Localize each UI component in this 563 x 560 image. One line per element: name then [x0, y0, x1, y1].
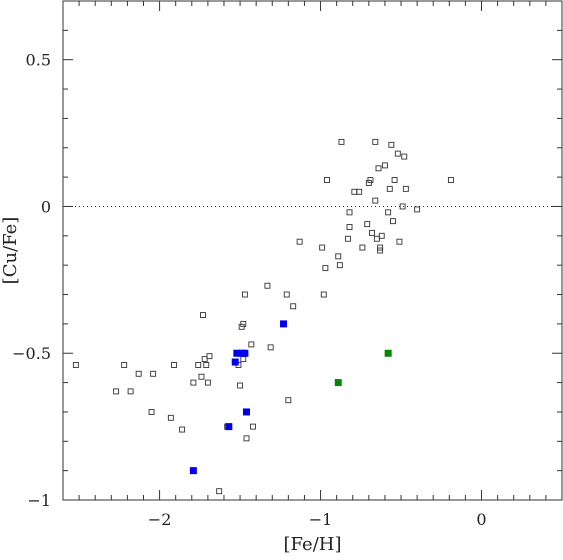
x-tick-label: −2 — [148, 510, 172, 529]
y-tick-label: −0.5 — [12, 344, 51, 363]
y-tick-label: −1 — [27, 491, 51, 510]
data-points — [72, 138, 454, 495]
data-point-open — [150, 370, 157, 377]
data-point-open — [240, 356, 247, 363]
data-point-open — [335, 253, 342, 260]
data-point-open — [356, 188, 363, 195]
x-tick-label: −1 — [309, 510, 333, 529]
y-tick-label: 0.5 — [26, 51, 51, 70]
x-axis-label: [Fe/H] — [284, 534, 342, 555]
data-point-filled-series-1 — [241, 349, 249, 357]
axis-ticks — [62, 0, 563, 501]
data-point-open — [179, 426, 186, 433]
plot-border — [62, 0, 563, 501]
data-point-open — [375, 165, 382, 172]
data-point-open — [324, 177, 330, 184]
data-point-open — [351, 188, 358, 195]
data-point-open — [447, 177, 454, 184]
data-point-open — [367, 177, 374, 184]
data-point-open — [377, 244, 384, 251]
y-tick-label: 0 — [41, 197, 51, 216]
data-point-open — [148, 408, 155, 415]
data-point-open — [264, 282, 271, 289]
data-point-open — [285, 397, 292, 404]
data-point-open — [243, 435, 250, 442]
data-point-open — [135, 370, 142, 377]
data-point-open — [171, 362, 178, 368]
data-point-open — [381, 162, 388, 169]
data-point-open — [319, 244, 326, 251]
data-point-open — [346, 224, 353, 230]
data-point-open — [195, 362, 202, 368]
data-point-open — [283, 291, 290, 298]
data-point-filled-series-1 — [243, 408, 250, 416]
axis-tick-labels: −2 −1 0 −1 −0.5 0 0.5 — [12, 51, 486, 529]
data-point-open — [198, 373, 205, 380]
data-point-open — [206, 353, 213, 360]
data-point-open — [336, 262, 343, 269]
x-tick-label: 0 — [476, 510, 486, 529]
data-point-open — [385, 209, 392, 216]
data-point-open — [372, 138, 379, 145]
data-point-open — [414, 206, 421, 213]
data-point-open — [396, 238, 403, 245]
data-point-open — [201, 356, 208, 363]
data-point-open — [216, 488, 223, 495]
data-point-open — [127, 388, 134, 395]
data-point-open — [290, 303, 297, 310]
data-point-filled-series-1 — [189, 467, 197, 475]
data-point-open — [320, 291, 327, 298]
data-point-open — [391, 177, 398, 184]
data-point-open — [296, 238, 303, 245]
data-point-open — [372, 197, 379, 204]
data-point-open — [344, 235, 351, 242]
data-point-open — [399, 203, 406, 210]
data-point-open — [369, 229, 376, 236]
data-point-open — [237, 382, 244, 389]
data-point-open — [167, 414, 174, 421]
data-point-open — [322, 265, 329, 272]
data-point-open — [338, 138, 345, 145]
data-point-open — [401, 153, 408, 160]
data-point-open — [359, 244, 366, 251]
data-point-open — [386, 185, 393, 192]
data-point-filled-series-2 — [384, 349, 392, 357]
y-axis-label: [Cu/Fe] — [0, 217, 21, 285]
data-point-filled-series-2 — [334, 379, 342, 387]
data-point-open — [204, 379, 211, 386]
data-point-open — [388, 141, 395, 148]
data-point-open — [240, 320, 247, 327]
data-point-filled-series-1 — [225, 423, 233, 431]
data-point-open — [364, 221, 371, 228]
data-point-open — [378, 232, 385, 239]
data-point-open — [346, 209, 353, 216]
data-point-filled-series-1 — [233, 349, 241, 357]
plot-frame — [62, 0, 563, 501]
data-point-open — [267, 344, 274, 351]
data-point-open — [241, 291, 248, 298]
data-point-open — [121, 362, 128, 368]
data-point-filled-series-1 — [280, 320, 288, 328]
data-point-open — [190, 379, 197, 386]
data-point-open — [402, 185, 409, 192]
data-point-open — [390, 218, 396, 225]
data-point-open — [394, 150, 401, 157]
data-point-open — [249, 423, 256, 430]
data-point-open — [203, 362, 210, 368]
data-point-open — [373, 235, 380, 242]
data-point-open — [248, 341, 255, 348]
data-point-open — [200, 312, 206, 319]
data-point-open — [113, 388, 120, 395]
data-point-open — [72, 362, 79, 368]
data-point-filled-series-1 — [231, 358, 239, 366]
